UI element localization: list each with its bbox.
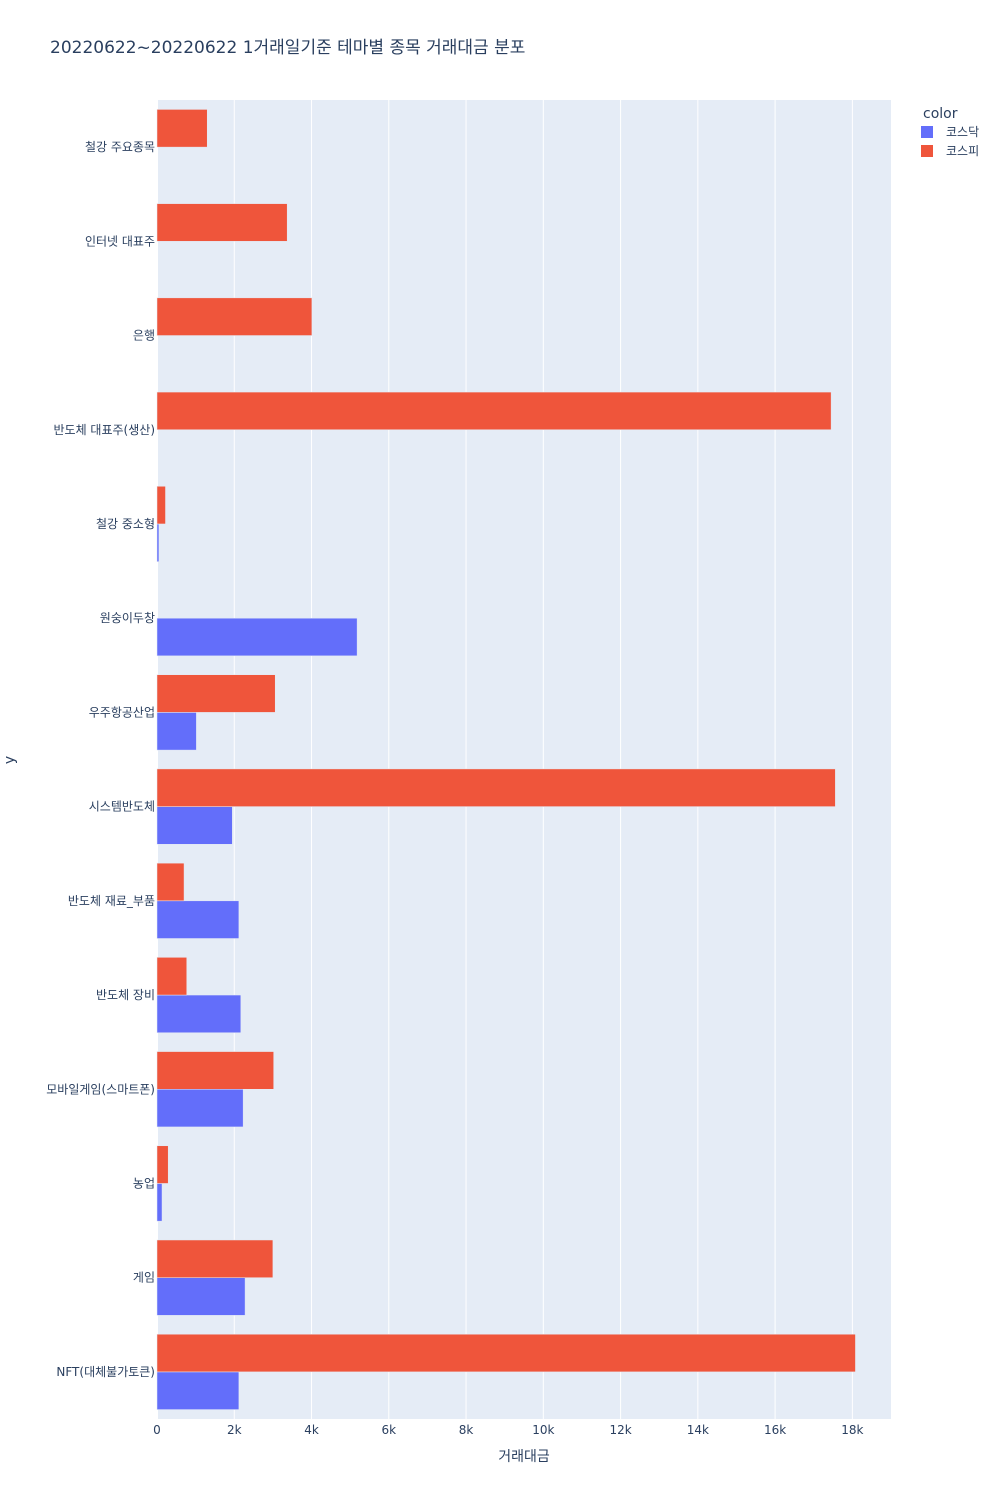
x-tick-label: 2k	[227, 1423, 242, 1437]
chart-title: 20220622~20220622 1거래일기준 테마별 종목 거래대금 분포	[50, 38, 526, 58]
bar-kospi	[156, 862, 185, 902]
legend-label: 코스닥	[946, 125, 979, 139]
bar-kospi	[156, 109, 208, 148]
y-axis-title: y	[2, 756, 18, 764]
x-tick-label: 18k	[841, 1423, 863, 1437]
legend-label: 코스피	[946, 144, 979, 158]
y-tick-label: 반도체 재료_부품	[68, 894, 155, 908]
y-tick-label: 은행	[133, 328, 155, 343]
bar-kosdaq	[156, 1183, 163, 1222]
x-tick-label: 14k	[687, 1423, 709, 1437]
bar-kosdaq	[156, 900, 240, 939]
bar-kospi	[156, 1051, 274, 1090]
bar-kospi	[156, 203, 288, 242]
x-tick-label: 6k	[381, 1423, 396, 1437]
bar-kospi	[156, 674, 276, 713]
bar-kosdaq	[156, 1089, 244, 1128]
y-tick-label: 반도체 대표주(생산)	[54, 423, 156, 437]
x-tick-label: 10k	[532, 1423, 554, 1437]
bar-kospi	[156, 1145, 169, 1184]
bar-kospi	[156, 297, 313, 336]
y-tick-label: 인터넷 대표주	[85, 234, 155, 248]
y-tick-label: 원숭이두창	[100, 611, 155, 625]
bar-kosdaq	[156, 523, 160, 562]
x-axis-title: 거래대금	[498, 1449, 550, 1465]
x-tick-label: 16k	[764, 1423, 786, 1437]
bar-kospi	[156, 957, 187, 996]
y-tick-label: 농업	[133, 1176, 155, 1190]
bar-kospi	[156, 391, 832, 431]
legend-title: color	[923, 106, 958, 122]
x-tick-labels: 0 2k 4k 6k 8k 10k 12k 14k 16k 18k	[153, 1423, 863, 1437]
y-tick-label: NFT(대체불가토큰)	[56, 1365, 155, 1379]
bar-kosdaq	[156, 712, 197, 751]
x-tick-label: 12k	[609, 1423, 631, 1437]
legend-swatch	[921, 145, 933, 157]
bar-kosdaq	[156, 806, 233, 845]
x-tick-label: 0	[153, 1423, 161, 1437]
bar-kospi	[156, 486, 166, 525]
y-tick-label: 우주항공산업	[89, 705, 155, 719]
bar-kosdaq	[156, 1277, 246, 1316]
bar-kosdaq	[156, 1371, 240, 1410]
y-tick-label: 모바일게임(스마트폰)	[46, 1082, 155, 1096]
bars	[156, 109, 856, 1410]
y-tick-label: 시스템반도체	[89, 800, 155, 814]
bar-kosdaq	[156, 617, 358, 657]
bar-kospi	[156, 1333, 856, 1373]
y-tick-label: 철강 주요종목	[85, 140, 155, 154]
y-tick-label: 철강 중소형	[96, 517, 155, 531]
y-tick-label: 반도체 장비	[96, 988, 155, 1002]
y-tick-label: 게임	[133, 1271, 155, 1285]
x-tick-label: 4k	[304, 1423, 319, 1437]
bar-kospi	[156, 1239, 274, 1278]
bar-kosdaq	[156, 994, 242, 1033]
x-tick-label: 8k	[459, 1423, 474, 1437]
y-tick-labels: NFT(대체불가토큰) 게임 농업 모바일게임(스마트폰) 반도체 장비 반도체 재료_부…	[46, 140, 155, 1379]
legend-swatch	[921, 126, 933, 138]
bar-kospi	[156, 768, 836, 807]
